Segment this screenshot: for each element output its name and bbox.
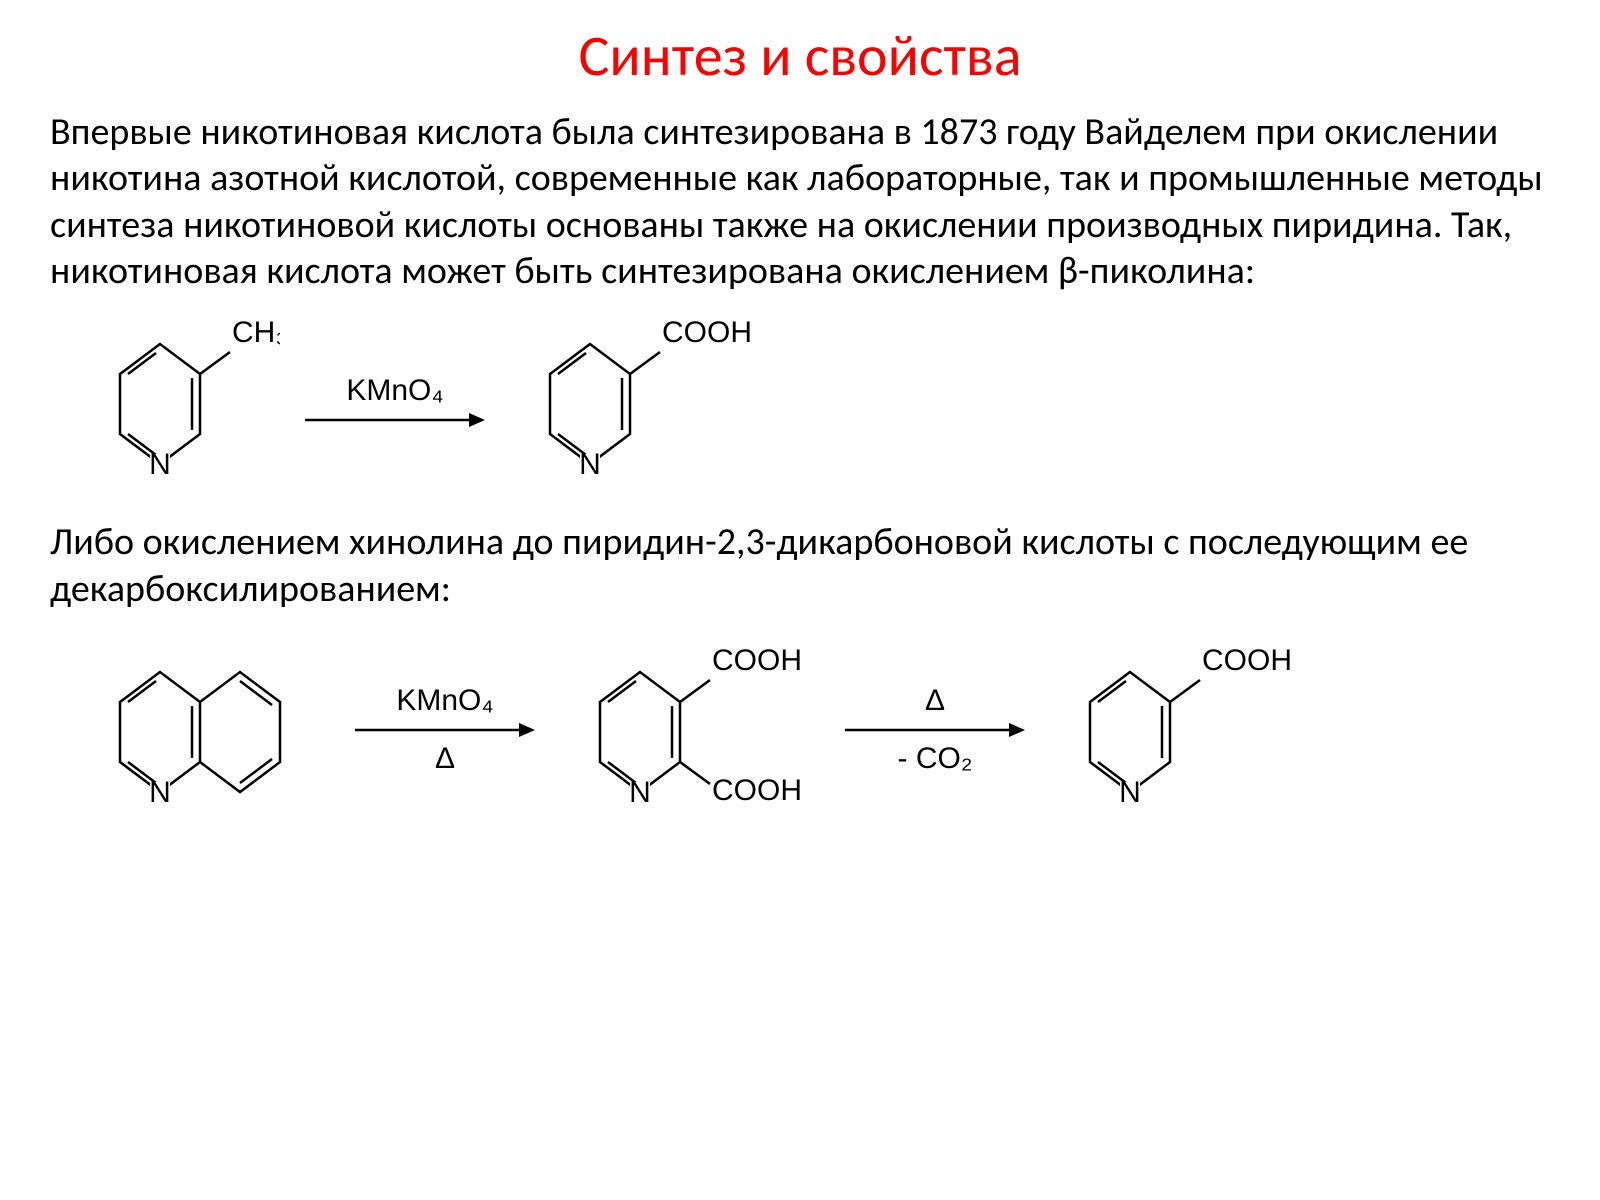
byproduct-co2: - CO₂ xyxy=(898,742,973,776)
molecule-nicotinic-acid: N COOH xyxy=(510,304,750,499)
substituent-cooh-1: COOH xyxy=(662,316,750,349)
substituent-cooh-final: COOH xyxy=(1202,644,1290,677)
reaction-2: N KMnO₄ Δ N COOH COOH xyxy=(80,622,1550,837)
svg-text:N: N xyxy=(629,776,651,809)
svg-text:N: N xyxy=(149,776,171,809)
substituent-ch3: CH₃ xyxy=(232,316,280,349)
reagent-kmno4: KMnO₄ xyxy=(346,374,443,408)
reaction-2-arrow-2: Δ - CO₂ xyxy=(845,684,1025,776)
substituent-cooh-pos3: COOH xyxy=(712,644,802,677)
reagent-kmno4-2: KMnO₄ xyxy=(396,684,493,718)
condition-delta-1: Δ xyxy=(435,742,455,776)
molecule-pyridine-2-3-dicarboxylic: N COOH COOH xyxy=(560,622,820,837)
molecule-3-methylpyridine: N CH₃ xyxy=(80,304,280,499)
paragraph-1: Впервые никотиновая кислота была синтези… xyxy=(50,109,1550,294)
svg-text:N: N xyxy=(1119,776,1141,809)
condition-delta-2: Δ xyxy=(925,684,945,718)
molecule-quinoline: N xyxy=(80,632,330,827)
slide-title: Синтез и свойства xyxy=(50,20,1550,91)
svg-text:N: N xyxy=(579,448,601,481)
paragraph-2: Либо окислением хинолина до пиридин-2,3-… xyxy=(50,519,1550,612)
reaction-2-arrow-1: KMnO₄ Δ xyxy=(355,684,535,776)
reaction-1-arrow: KMnO₄ xyxy=(305,374,485,430)
svg-text:N: N xyxy=(149,448,171,481)
reaction-1: N CH₃ KMnO₄ N COOH xyxy=(80,304,1550,499)
substituent-cooh-pos2: COOH xyxy=(712,774,802,807)
molecule-nicotinic-acid-2: N COOH xyxy=(1050,632,1290,827)
